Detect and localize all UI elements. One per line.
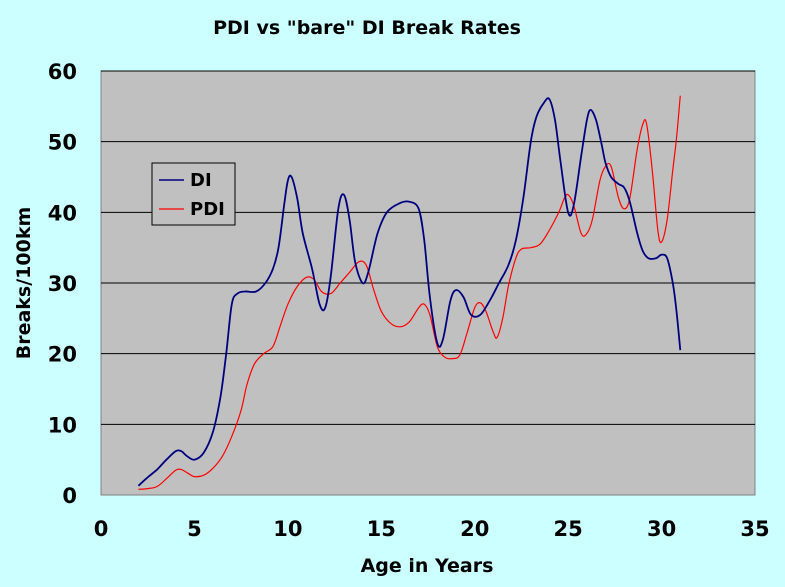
- x-tick-label: 15: [367, 517, 396, 541]
- gridlines: [101, 70, 755, 425]
- x-axis-title: Age in Years: [361, 555, 494, 577]
- y-tick-label: 10: [48, 413, 77, 437]
- x-tick-label: 10: [273, 517, 302, 541]
- chart-title: PDI vs "bare" DI Break Rates: [213, 17, 521, 39]
- y-tick-label: 0: [62, 484, 77, 508]
- x-tick-label: 30: [647, 517, 676, 541]
- x-tick-label: 0: [94, 517, 109, 541]
- x-tick-label: 20: [460, 517, 489, 541]
- legend-box: [151, 162, 236, 226]
- series-line-di: [137, 97, 682, 487]
- x-tick-label: 25: [554, 517, 583, 541]
- y-axis-title: Breaks/100km: [13, 207, 35, 360]
- series-group: [137, 95, 682, 490]
- y-tick-label: 50: [48, 131, 77, 155]
- y-tick-label: 30: [48, 272, 77, 296]
- y-tick-label: 40: [48, 201, 77, 225]
- legend-label-pdi: PDI: [190, 199, 225, 220]
- x-tick-label: 5: [187, 517, 202, 541]
- x-tick-label: 35: [740, 517, 769, 541]
- legend-label-di: DI: [190, 170, 212, 191]
- x-tick-labels: 0 5 10 15 20 25 30 35: [94, 517, 770, 541]
- y-tick-label: 60: [48, 60, 77, 84]
- y-tick-labels: 0 10 20 30 40 50 60: [48, 60, 77, 508]
- legend: DI PDI: [151, 162, 236, 226]
- y-tick-label: 20: [48, 343, 77, 367]
